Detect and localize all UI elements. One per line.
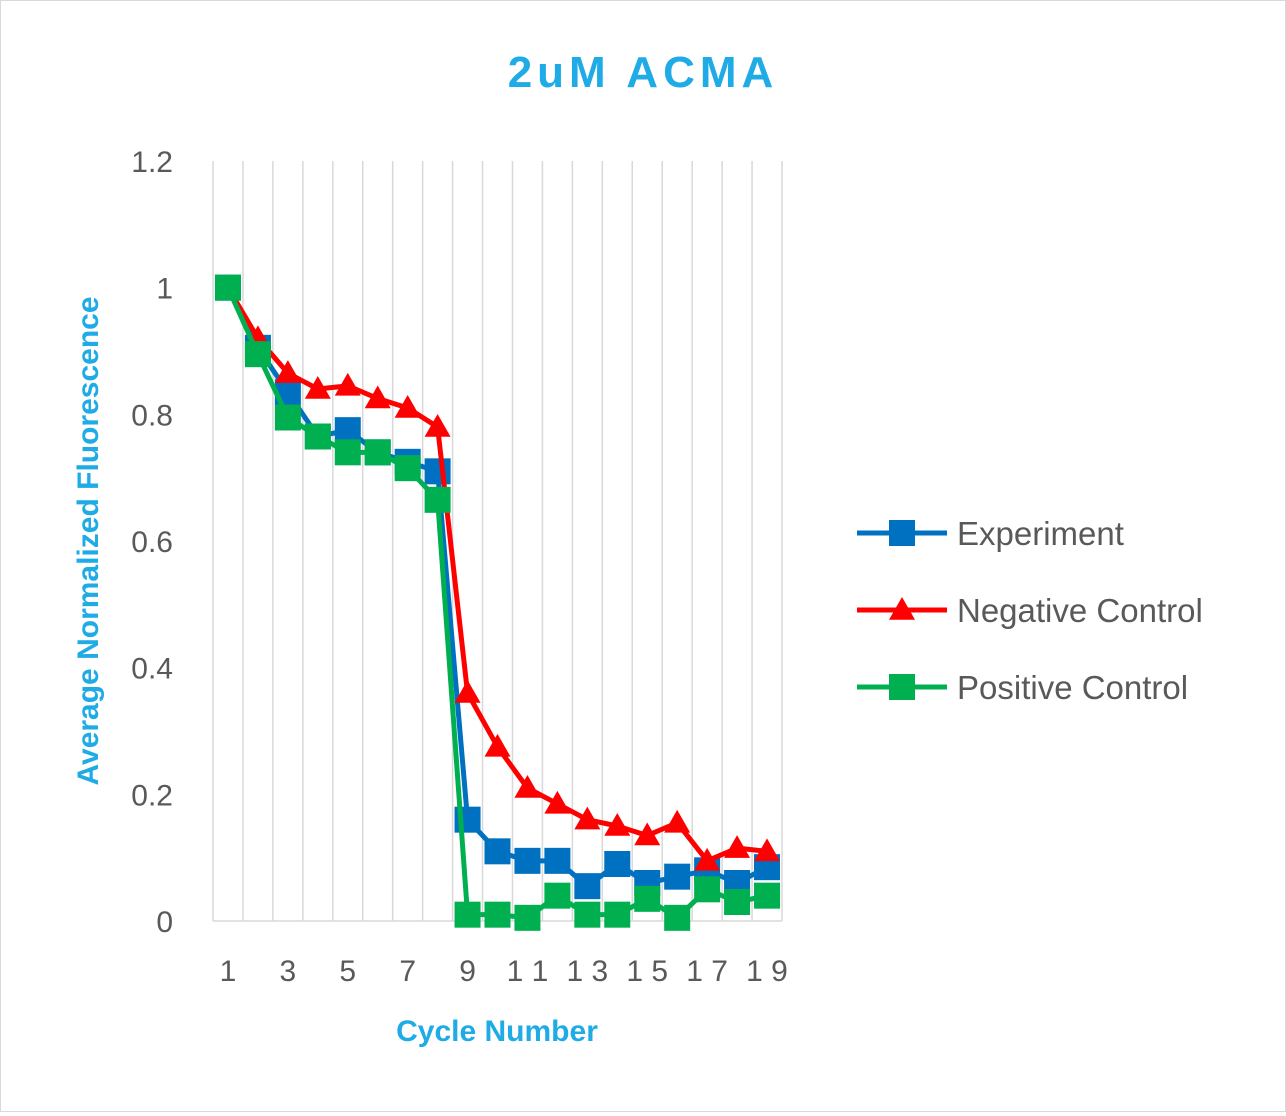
data-point — [604, 901, 631, 928]
series-experiment — [214, 274, 781, 900]
data-point — [574, 901, 601, 928]
x-tick-label: 1 3 — [566, 955, 608, 988]
y-tick-label: 0.6 — [131, 526, 173, 559]
data-point — [394, 395, 421, 418]
data-point — [334, 439, 361, 466]
data-point — [694, 847, 721, 871]
data-point — [304, 376, 331, 399]
y-axis-ticks: 0 0.2 0.4 0.6 0.8 1 1.2 — [131, 146, 173, 939]
x-tick-label: 3 — [280, 955, 297, 988]
legend-item: Positive Control — [857, 669, 1188, 706]
data-point — [394, 455, 421, 482]
legend-marker — [889, 674, 915, 700]
chart-title: 2uM ACMA — [508, 48, 779, 97]
data-point — [754, 882, 781, 909]
x-tick-label: 1 — [220, 955, 237, 988]
legend-marker — [889, 520, 915, 546]
x-tick-label: 1 5 — [626, 955, 668, 988]
data-point — [604, 813, 631, 836]
data-point — [544, 790, 571, 814]
data-point — [544, 882, 571, 909]
series-layer — [214, 274, 781, 931]
data-point — [304, 423, 331, 450]
data-point — [334, 372, 361, 396]
data-point — [274, 360, 301, 383]
data-point — [754, 838, 781, 862]
legend-item: Negative Control — [857, 592, 1203, 629]
data-point — [664, 809, 691, 833]
legend-label: Positive Control — [957, 669, 1188, 706]
data-point — [274, 404, 301, 431]
data-point — [574, 806, 601, 830]
data-point — [484, 838, 511, 865]
data-point — [424, 486, 451, 513]
data-point — [334, 417, 361, 444]
x-tick-label: 7 — [399, 955, 416, 988]
data-point — [454, 901, 481, 928]
gridlines — [212, 161, 783, 922]
y-axis-title: Average Normalized Fluorescence — [72, 296, 105, 785]
data-point — [514, 775, 541, 798]
legend-label: Negative Control — [957, 592, 1203, 629]
series-negative-control — [214, 274, 781, 871]
data-point — [244, 341, 271, 368]
data-point — [214, 274, 241, 301]
data-point — [574, 873, 601, 900]
legend-item: Experiment — [857, 515, 1124, 552]
data-point — [454, 680, 481, 703]
x-tick-label: 9 — [459, 955, 476, 988]
data-point — [664, 863, 691, 890]
data-point — [364, 385, 391, 409]
data-point — [724, 835, 751, 858]
data-point — [514, 904, 541, 931]
data-point — [484, 733, 511, 757]
data-point — [634, 822, 661, 846]
data-point — [364, 439, 391, 466]
y-tick-label: 0.4 — [131, 653, 173, 686]
data-point — [484, 901, 511, 928]
data-point — [724, 889, 751, 915]
series-line — [225, 286, 768, 864]
series-line — [225, 286, 769, 889]
data-point — [514, 847, 541, 874]
y-tick-label: 0.2 — [131, 779, 173, 812]
y-tick-label: 0 — [156, 906, 173, 939]
y-tick-label: 1 — [156, 273, 173, 306]
x-tick-label: 1 7 — [686, 955, 728, 988]
data-point — [664, 904, 691, 931]
x-axis-title: Cycle Number — [396, 1015, 598, 1048]
y-tick-label: 1.2 — [131, 146, 173, 179]
data-point — [424, 414, 451, 437]
data-point — [424, 458, 451, 485]
x-tick-label: 1 9 — [746, 955, 788, 988]
data-point — [544, 847, 571, 874]
legend: Experiment Negative Control Positive Contr… — [857, 515, 1203, 706]
legend-label: Experiment — [957, 515, 1124, 552]
y-tick-label: 0.8 — [131, 399, 173, 432]
x-tick-label: 5 — [339, 955, 356, 988]
data-point — [634, 885, 661, 912]
data-point — [694, 876, 721, 903]
series-positive-control — [214, 274, 781, 931]
data-point — [604, 851, 631, 877]
legend-marker — [889, 597, 915, 620]
x-tick-label: 1 1 — [507, 955, 549, 988]
